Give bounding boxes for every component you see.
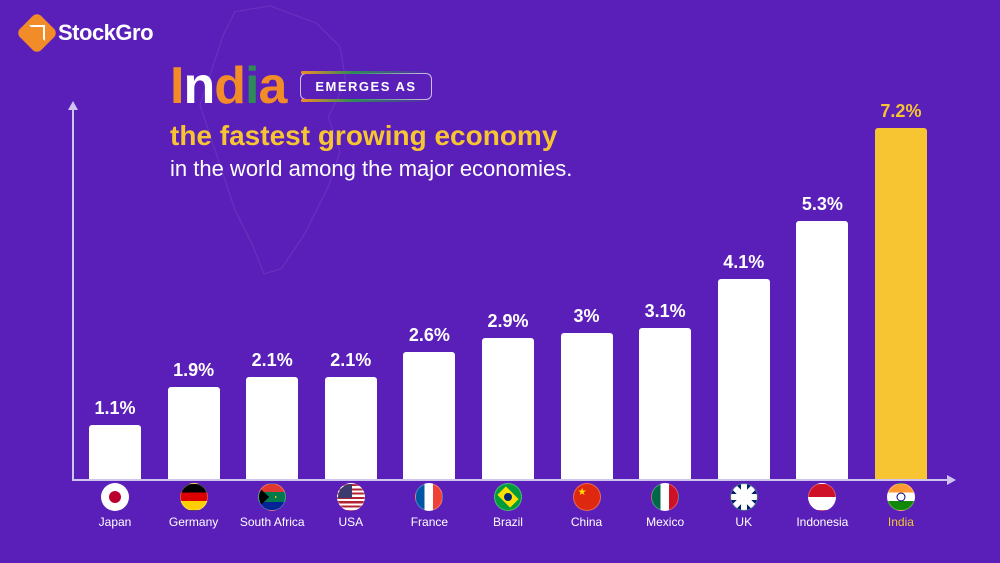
label-cn: China <box>556 483 618 539</box>
country-label: Brazil <box>493 515 523 529</box>
bar-rect <box>482 338 534 479</box>
flag-icon-br <box>494 483 522 511</box>
flag-icon-uk <box>730 483 758 511</box>
bar-us: 2.1% <box>320 350 382 479</box>
bar-value-label: 2.1% <box>252 350 293 371</box>
bar-value-label: 4.1% <box>723 252 764 273</box>
label-fr: France <box>398 483 460 539</box>
label-mx: Mexico <box>634 483 696 539</box>
bar-rect <box>168 387 220 480</box>
labels-container: Japan Germany South Africa USA France Brazil C… <box>78 483 938 539</box>
headline-block: India EMERGES AS the fastest growing eco… <box>170 56 572 182</box>
bar-id: 5.3% <box>791 194 853 479</box>
country-label: Indonesia <box>796 515 848 529</box>
headline-line-3: in the world among the major economies. <box>170 156 572 182</box>
bar-br: 2.9% <box>477 311 539 479</box>
bar-value-label: 3% <box>574 306 600 327</box>
bar-value-label: 1.9% <box>173 360 214 381</box>
x-axis <box>72 479 948 481</box>
headline-line-2: the fastest growing economy <box>170 120 572 152</box>
brand-logo-text: StockGro <box>58 20 153 46</box>
bar-uk: 4.1% <box>713 252 775 479</box>
bar-value-label: 2.6% <box>409 325 450 346</box>
bar-value-label: 5.3% <box>802 194 843 215</box>
bar-rect <box>796 221 848 479</box>
country-label: China <box>571 515 602 529</box>
label-jp: Japan <box>84 483 146 539</box>
flag-icon-za <box>258 483 286 511</box>
flag-icon-jp <box>101 483 129 511</box>
bar-value-label: 3.1% <box>645 301 686 322</box>
brand-logo: StockGro <box>22 18 153 48</box>
emerges-pill: EMERGES AS <box>300 73 431 100</box>
label-us: USA <box>320 483 382 539</box>
flag-icon-id <box>808 483 836 511</box>
bar-rect <box>639 328 691 479</box>
flag-icon-mx <box>651 483 679 511</box>
india-word: India <box>170 56 286 116</box>
bar-value-label: 2.1% <box>330 350 371 371</box>
flag-icon-in <box>887 483 915 511</box>
flag-icon-cn <box>573 483 601 511</box>
country-label: South Africa <box>240 515 305 529</box>
bar-value-label: 7.2% <box>880 101 921 122</box>
y-axis <box>72 109 74 481</box>
label-de: Germany <box>163 483 225 539</box>
bar-rect <box>246 377 298 479</box>
label-uk: UK <box>713 483 775 539</box>
bar-value-label: 2.9% <box>487 311 528 332</box>
country-label: UK <box>735 515 752 529</box>
bar-fr: 2.6% <box>398 325 460 479</box>
bar-rect <box>875 128 927 479</box>
flag-icon-us <box>337 483 365 511</box>
bar-rect <box>718 279 770 479</box>
label-br: Brazil <box>477 483 539 539</box>
country-label: Japan <box>99 515 132 529</box>
country-label: Mexico <box>646 515 684 529</box>
bar-de: 1.9% <box>163 360 225 480</box>
brand-logo-mark <box>16 12 58 54</box>
bar-za: 2.1% <box>241 350 303 479</box>
country-label: France <box>411 515 448 529</box>
flag-icon-de <box>180 483 208 511</box>
bar-rect <box>561 333 613 479</box>
label-za: South Africa <box>241 483 303 539</box>
label-id: Indonesia <box>791 483 853 539</box>
bar-in: 7.2% <box>870 101 932 479</box>
bar-value-label: 1.1% <box>94 398 135 419</box>
country-label: USA <box>338 515 363 529</box>
headline-top-row: India EMERGES AS <box>170 56 572 116</box>
country-label: India <box>888 515 914 529</box>
bar-cn: 3% <box>556 306 618 479</box>
country-label: Germany <box>169 515 218 529</box>
bar-rect <box>325 377 377 479</box>
bar-rect <box>89 425 141 479</box>
bar-jp: 1.1% <box>84 398 146 479</box>
bar-mx: 3.1% <box>634 301 696 479</box>
flag-icon-fr <box>415 483 443 511</box>
label-in: India <box>870 483 932 539</box>
bar-rect <box>403 352 455 479</box>
